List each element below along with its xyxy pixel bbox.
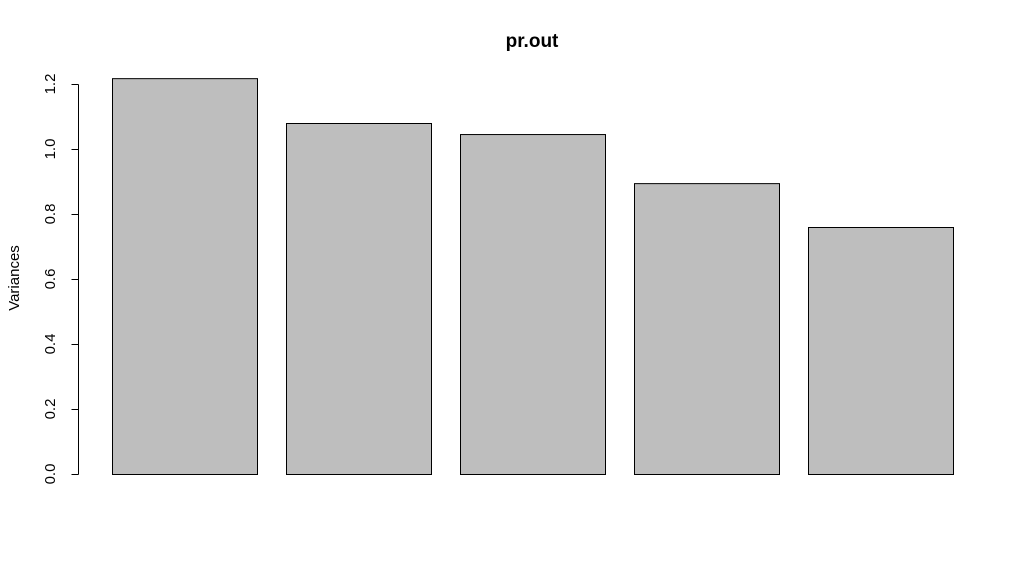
bar-3 bbox=[460, 134, 606, 476]
chart-title: pr.out bbox=[506, 31, 559, 52]
y-axis: 0.0 0.2 0.4 0.6 0.8 1.0 1.2 bbox=[42, 74, 79, 485]
bar-4 bbox=[634, 183, 780, 475]
y-tick-label: 0.6 bbox=[42, 269, 59, 290]
bar-2 bbox=[286, 123, 432, 475]
bar-1 bbox=[112, 78, 258, 476]
y-tick-label: 1.0 bbox=[42, 139, 59, 160]
y-tick-label: 0.8 bbox=[42, 204, 59, 225]
y-axis-label: Variances bbox=[6, 245, 23, 311]
y-tick-label: 0.2 bbox=[42, 399, 59, 420]
y-tick-label: 0.0 bbox=[42, 464, 59, 485]
y-tick-label: 0.4 bbox=[42, 334, 59, 355]
bars bbox=[112, 78, 954, 476]
bar-5 bbox=[808, 227, 954, 475]
y-tick-label: 1.2 bbox=[42, 74, 59, 95]
